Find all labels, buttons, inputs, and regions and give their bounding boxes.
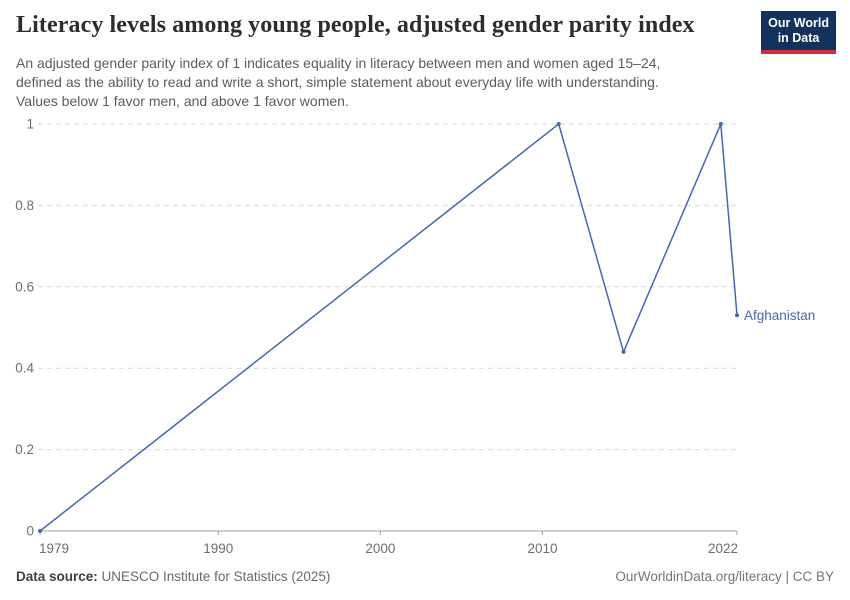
y-axis-tick-label: 1 <box>26 117 34 132</box>
chart-subtitle-line: Values below 1 favor men, and above 1 fa… <box>16 93 349 109</box>
owid-logo[interactable]: Our World in Data <box>761 11 836 54</box>
x-axis-tick-label: 2000 <box>365 541 395 556</box>
owid-logo-line1: Our World <box>768 16 829 30</box>
y-axis-tick-label: 0.6 <box>15 279 34 294</box>
footer-attribution-link[interactable]: OurWorldinData.org/literacy | CC BY <box>615 569 834 584</box>
owid-logo-line2: in Data <box>777 31 820 45</box>
x-axis-tick-label: 2010 <box>527 541 557 556</box>
x-axis-tick-label: 2022 <box>708 541 738 556</box>
y-axis-tick-label: 0 <box>26 524 34 539</box>
data-point[interactable] <box>621 349 626 354</box>
data-source-text: UNESCO Institute for Statistics (2025) <box>97 569 331 584</box>
chart-subtitle-line: An adjusted gender parity index of 1 ind… <box>16 55 661 71</box>
x-axis-tick-label: 1979 <box>39 541 69 556</box>
data-source-label: Data source: <box>16 569 98 584</box>
data-source-note[interactable]: Data source: UNESCO Institute for Statis… <box>16 569 330 584</box>
data-point[interactable] <box>38 529 42 533</box>
data-point[interactable] <box>556 122 561 126</box>
entity-label[interactable]: Afghanistan <box>744 308 815 323</box>
y-axis-tick-label: 0.4 <box>15 361 34 376</box>
x-axis-tick-label: 1990 <box>203 541 233 556</box>
data-point[interactable] <box>735 313 739 318</box>
data-line-afghanistan[interactable] <box>39 123 738 532</box>
y-axis-tick-label: 0.2 <box>15 442 34 457</box>
data-point[interactable] <box>718 122 723 126</box>
chart-subtitle: An adjusted gender parity index of 1 ind… <box>16 54 660 111</box>
y-axis-tick-label: 0.8 <box>15 198 34 213</box>
chart-title: Literacy levels among young people, adju… <box>16 12 695 38</box>
chart-subtitle-line: defined as the ability to read and write… <box>16 74 659 90</box>
